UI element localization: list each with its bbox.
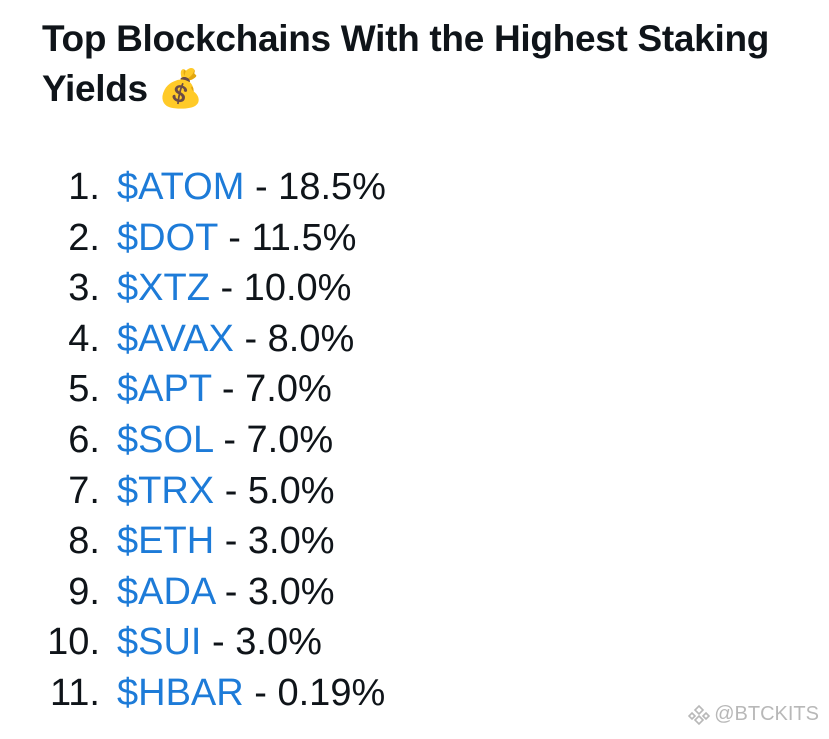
yield-value: - 10.0% bbox=[220, 267, 352, 310]
item-text: $ADA - 3.0% bbox=[117, 567, 335, 617]
ticker-link: $DOT bbox=[117, 216, 218, 259]
item-number: 3. bbox=[68, 267, 100, 310]
ticker-link: $APT bbox=[117, 368, 212, 411]
yield-value: - 8.0% bbox=[244, 317, 355, 360]
watermark-text: @BTCKITS bbox=[714, 703, 819, 725]
item-number: 9. bbox=[68, 570, 100, 613]
item-text: $SOL - 7.0% bbox=[117, 415, 333, 465]
item-number: 10. bbox=[47, 621, 100, 664]
yield-value: - 3.0% bbox=[224, 570, 335, 613]
item-text: $DOT - 11.5% bbox=[117, 213, 356, 263]
yield-value: - 3.0% bbox=[212, 621, 322, 664]
item-text: $HBAR - 0.19% bbox=[117, 668, 385, 718]
item-number: 5. bbox=[68, 368, 100, 411]
item-text: $SUI - 3.0% bbox=[117, 617, 322, 667]
item-number: 7. bbox=[68, 469, 100, 512]
item-number: 11. bbox=[49, 672, 100, 714]
item-text: $XTZ - 10.0% bbox=[117, 263, 351, 313]
ticker-link: $HBAR bbox=[117, 672, 244, 714]
item-number: 6. bbox=[68, 419, 100, 461]
item-number: 8. bbox=[68, 520, 100, 563]
yield-value: - 7.0% bbox=[223, 419, 334, 461]
yield-value: - 11.5% bbox=[228, 216, 357, 259]
post-title: Top Blockchains With the Highest Staking… bbox=[42, 18, 770, 109]
ticker-link: $ETH bbox=[117, 520, 215, 563]
ticker-link: $XTZ bbox=[117, 267, 210, 310]
item-text: $ATOM - 18.5% bbox=[117, 162, 386, 212]
ticker-link: $TRX bbox=[117, 469, 215, 512]
watermark-logo bbox=[688, 704, 711, 725]
item-number: 1. bbox=[68, 166, 100, 208]
item-text: $TRX - 5.0% bbox=[117, 466, 335, 516]
watermark: @BTCKITS bbox=[688, 703, 819, 726]
ticker-link: $AVAX bbox=[117, 317, 234, 360]
yield-value: - 7.0% bbox=[221, 368, 332, 411]
yield-value: - 5.0% bbox=[224, 469, 335, 512]
ticker-link: $ATOM bbox=[117, 166, 245, 208]
ticker-link: $SUI bbox=[117, 621, 202, 664]
item-text: $APT - 7.0% bbox=[117, 364, 332, 414]
yield-value: - 3.0% bbox=[224, 520, 335, 563]
item-number: 4. bbox=[68, 317, 100, 360]
item-number: 2. bbox=[68, 216, 100, 259]
yield-value: - 0.19% bbox=[254, 672, 386, 714]
item-text: $ETH - 3.0% bbox=[117, 516, 335, 566]
ticker-link: $ADA bbox=[117, 570, 215, 613]
yield-value: - 18.5% bbox=[254, 166, 386, 208]
ticker-link: $SOL bbox=[117, 419, 213, 461]
item-text: $AVAX - 8.0% bbox=[117, 314, 354, 364]
